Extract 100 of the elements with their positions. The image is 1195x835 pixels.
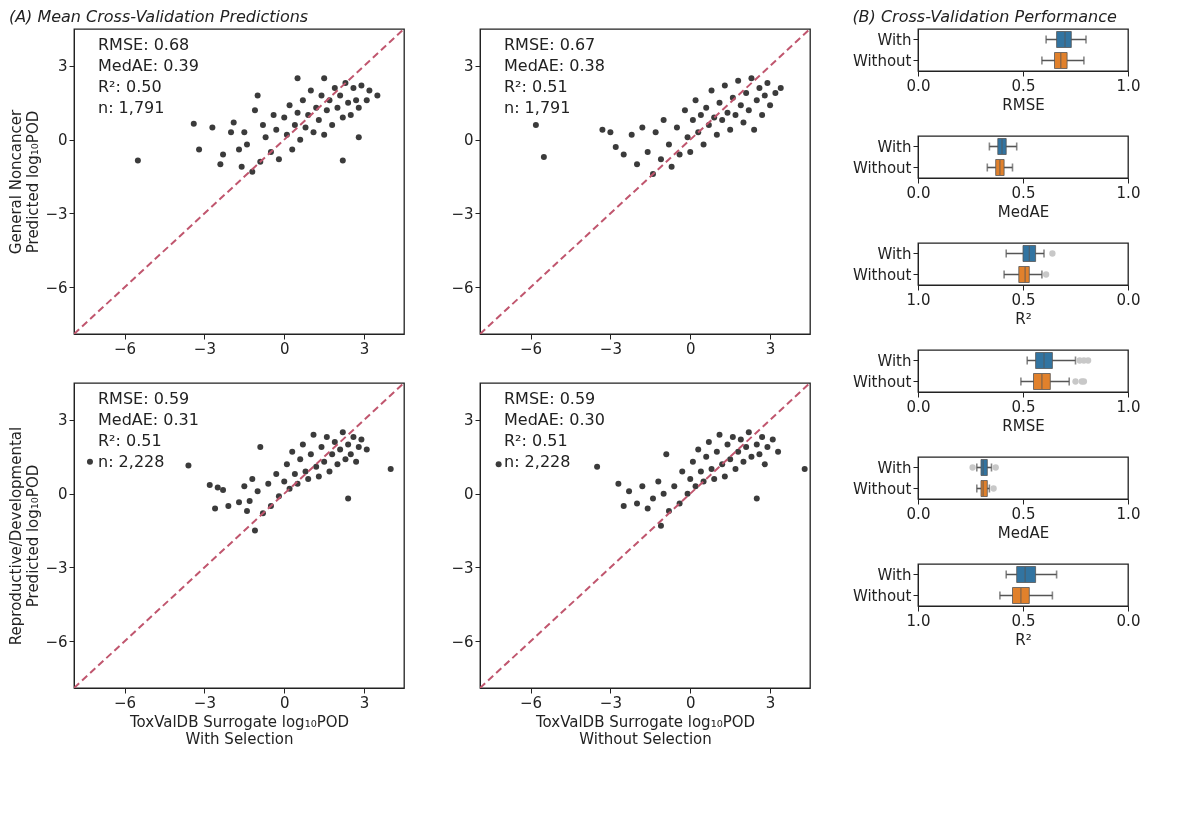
point	[246, 498, 253, 505]
x-tick-label: 1.0	[906, 290, 931, 309]
point	[724, 109, 731, 116]
point	[249, 168, 256, 175]
point	[697, 468, 704, 475]
x-tick-label: 0.5	[1011, 611, 1036, 630]
point	[387, 466, 394, 473]
point	[214, 484, 221, 491]
point	[345, 495, 352, 502]
point	[743, 443, 750, 450]
point	[275, 156, 282, 163]
x-axis-title: R²	[1015, 309, 1032, 328]
point	[743, 89, 750, 96]
point	[692, 483, 699, 490]
point	[254, 488, 261, 495]
y-tick-label: With	[877, 137, 912, 156]
point	[692, 97, 699, 104]
x-tick-label: 1.0	[1116, 397, 1141, 416]
point	[249, 475, 256, 482]
point	[626, 488, 633, 495]
point	[254, 92, 261, 99]
point	[700, 141, 707, 148]
point	[759, 112, 766, 119]
point	[708, 466, 715, 473]
y-tick-label: Without	[852, 372, 912, 391]
point	[134, 157, 141, 164]
y-tick-label: With	[877, 30, 912, 49]
y-tick-label: With	[877, 565, 912, 584]
point	[305, 475, 312, 482]
y-tick-label: 0	[57, 131, 68, 150]
point	[339, 157, 346, 164]
annotation: R²: 0.51	[98, 431, 162, 450]
point	[708, 87, 715, 94]
point	[687, 475, 694, 482]
x-tick-label: 0	[685, 339, 696, 358]
x-tick-label: 3	[359, 339, 370, 358]
point	[663, 451, 670, 458]
annotation: RMSE: 0.59	[98, 389, 190, 408]
point	[764, 80, 771, 87]
point	[594, 463, 601, 470]
annotation: R²: 0.50	[98, 77, 162, 96]
y-tick-label: With	[877, 244, 912, 263]
point	[753, 495, 760, 502]
annotation: MedAE: 0.38	[504, 56, 605, 75]
point	[273, 126, 280, 133]
x-tick-label: 0.5	[1011, 290, 1036, 309]
annotation: MedAE: 0.39	[98, 56, 199, 75]
point	[318, 92, 325, 99]
annotation: RMSE: 0.68	[98, 35, 190, 54]
point	[724, 441, 731, 448]
point	[729, 434, 736, 441]
point	[689, 117, 696, 123]
point	[350, 434, 357, 441]
annotation: n: 1,791	[98, 98, 165, 117]
y-tick-label: −6	[451, 632, 474, 651]
x-tick-label: −6	[520, 693, 543, 712]
y-tick-label: Without	[852, 586, 912, 605]
point	[740, 119, 747, 126]
point	[697, 112, 704, 119]
point	[230, 119, 237, 126]
point	[331, 439, 338, 446]
point	[495, 461, 502, 468]
y-tick-label: Without	[852, 51, 912, 70]
x-tick-label: 1.0	[1116, 504, 1141, 523]
point	[705, 439, 712, 446]
y-tick-label: 3	[57, 57, 68, 76]
point	[676, 151, 683, 158]
point	[225, 502, 232, 509]
point	[355, 443, 362, 450]
point	[310, 129, 317, 136]
point	[681, 107, 688, 114]
point	[735, 448, 742, 455]
point	[217, 161, 224, 168]
point	[220, 487, 227, 493]
x-tick-label: 0.5	[1011, 397, 1036, 416]
point	[615, 480, 622, 487]
point	[599, 126, 606, 133]
point	[334, 104, 341, 111]
x-tick-label: 3	[765, 693, 776, 712]
point	[687, 148, 694, 155]
point	[652, 129, 659, 136]
point	[716, 431, 723, 438]
point	[748, 75, 755, 82]
point	[334, 461, 341, 468]
x-tick-label: −3	[193, 693, 216, 712]
x-axis-title: MedAE	[997, 202, 1050, 221]
x-axis-title: ToxValDB Surrogate log₁₀POD Without Selection	[534, 712, 756, 748]
point	[206, 482, 213, 489]
point	[657, 156, 664, 163]
x-tick-label: 1.0	[906, 611, 931, 630]
point	[772, 89, 779, 96]
point	[270, 112, 277, 119]
point	[291, 471, 298, 477]
y-tick-label: 0	[463, 485, 474, 504]
y-tick-label: −6	[45, 632, 68, 651]
annotation: MedAE: 0.31	[98, 410, 199, 429]
point	[727, 456, 734, 463]
point	[238, 163, 245, 170]
point	[737, 102, 744, 109]
y-axis-title: Reproductive/Developmental Predicted log₁₀POD	[7, 426, 43, 646]
